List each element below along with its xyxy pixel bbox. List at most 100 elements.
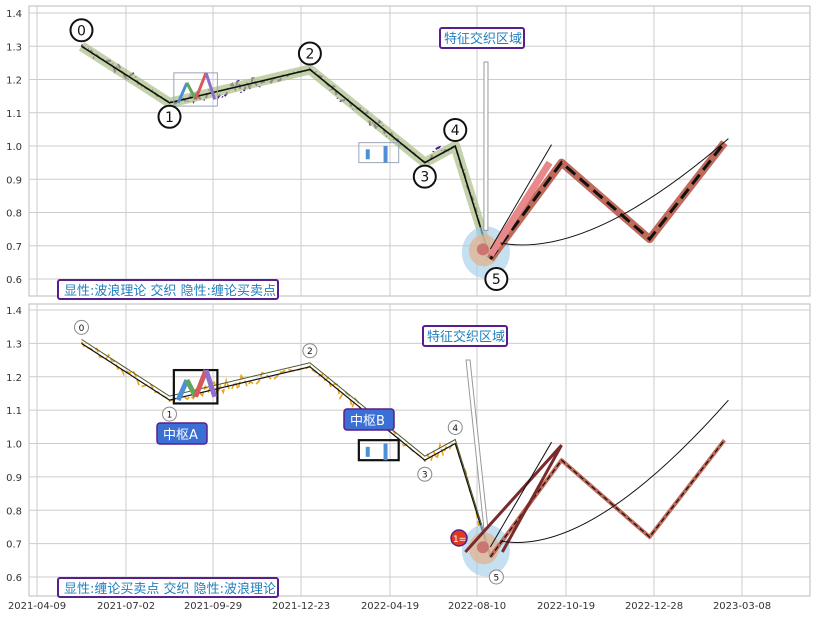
buy-point-marker <box>450 529 468 547</box>
x-tick-label: 2021-04-09 <box>8 601 66 612</box>
top-corner-label-box <box>57 279 279 300</box>
bottom-labels: 显性:缠论买卖点 交织 隐性:波浪理论 特征交织区域 中枢A 中枢B 1= <box>57 325 508 598</box>
x-tick-label: 2022-04-19 <box>361 601 419 612</box>
top-wave-marker <box>443 118 468 142</box>
top-ytick-label: 1.3 <box>6 42 22 53</box>
top-ytick-label: 1.4 <box>6 9 22 20</box>
bottom-wave-marker <box>447 420 463 435</box>
bottom-wave-marker <box>74 319 89 335</box>
top-wave-marker <box>69 18 94 43</box>
top-feature-label-box <box>439 27 525 49</box>
bottom-zhongshu-a-segment <box>203 369 218 398</box>
top-wave-marker <box>484 267 509 292</box>
top-ytick-label: 1.0 <box>6 142 22 153</box>
x-tick-label: 2022-12-28 <box>625 601 683 612</box>
top-labels: 显性:波浪理论 交织 隐性:缠论买卖点 特征交织区域 <box>57 27 525 300</box>
top-ytick-label: 0.9 <box>6 175 22 186</box>
bottom-zhongshu-a-box <box>172 368 219 405</box>
top-ytick-label: 1.1 <box>6 109 22 120</box>
zhongshu-a-label: 中枢A <box>163 428 198 443</box>
bottom-wave-marker <box>488 569 504 585</box>
bottom-wave-label: 5 <box>493 573 499 583</box>
top-plot-content: 0 1 2 3 4 5 <box>69 18 729 292</box>
top-feature-zone-core <box>476 243 489 256</box>
bottom-panel: 1.4 1.3 1.2 1.1 1.0 0.9 0.8 0.7 0.6 0 1 2 3 4 5 显性:缠论… <box>6 303 811 598</box>
top-feature-arrow <box>483 61 489 231</box>
bottom-feature-zone-core <box>476 541 489 554</box>
top-zhongshu-a-segment <box>194 72 208 100</box>
bottom-feature-label: 特征交织区域 <box>427 329 505 345</box>
top-ytick-label: 0.6 <box>6 275 22 286</box>
x-tick-label: 2021-07-02 <box>97 601 155 612</box>
top-wave-marker <box>157 104 182 129</box>
top-wave-label: 0 <box>77 23 86 39</box>
top-ytick-label: 0.7 <box>6 242 22 253</box>
top-ytick-label: 1.2 <box>6 76 22 87</box>
top-zhongshu-a-segment <box>185 82 197 101</box>
bottom-ytick-label: 0.8 <box>6 506 22 517</box>
zhongshu-a-badge <box>156 422 208 445</box>
bottom-projection-upper <box>464 444 563 553</box>
bottom-wave-label: 1 <box>167 411 173 421</box>
bottom-ytick-label: 0.9 <box>6 473 22 484</box>
bottom-wave-label: 0 <box>79 324 85 334</box>
bottom-ytick-label: 1.0 <box>6 440 22 451</box>
bottom-feature-label-box <box>422 325 508 347</box>
bottom-zhongshu-a-segment <box>193 369 209 398</box>
x-tick-label: 2022-10-19 <box>537 601 595 612</box>
zhongshu-b-label: 中枢B <box>350 414 385 429</box>
top-ytick-label: 0.8 <box>6 209 22 220</box>
bottom-envelope-line <box>489 441 552 548</box>
bottom-wave-marker <box>162 406 177 422</box>
top-wave-label: 2 <box>305 47 314 63</box>
x-axis-ticks: 2021-04-09 2021-07-02 2021-09-29 2021-12-23… <box>8 601 771 612</box>
top-projection-line <box>489 141 726 260</box>
top-corner-label: 显性:波浪理论 交织 隐性:缠论买卖点 <box>64 283 276 299</box>
top-zhongshu-a-segment <box>176 82 189 104</box>
top-zhongshu-a-box <box>173 72 218 107</box>
bottom-zhongshu-b-box <box>357 439 400 462</box>
top-wave-label: 4 <box>451 123 460 139</box>
bottom-corner-label-box <box>57 577 279 598</box>
bottom-ytick-label: 1.4 <box>6 306 22 317</box>
bottom-ytick-label: 1.1 <box>6 406 22 417</box>
x-tick-label: 2023-03-08 <box>713 601 771 612</box>
buy-point-label: 1= <box>453 535 466 545</box>
top-wave-label: 5 <box>492 272 501 288</box>
bottom-wave-label: 3 <box>422 471 428 481</box>
top-envelope-curve <box>500 138 729 246</box>
bottom-zhongshu-a-segment <box>175 379 190 402</box>
top-panel: 1.4 1.3 1.2 1.1 1.0 0.9 0.8 0.7 0.6 0 1 2 3 4 5 显性:波浪… <box>6 5 811 300</box>
top-envelope-line <box>489 144 552 250</box>
top-panel-frame <box>28 5 811 297</box>
bottom-wave-marker <box>302 343 318 359</box>
bottom-ytick-label: 0.6 <box>6 573 22 584</box>
top-zhongshu-b-box <box>358 142 400 164</box>
bottom-ytick-label: 1.3 <box>6 339 22 350</box>
top-zhongshu-a-segment <box>204 72 217 100</box>
top-wave-label: 3 <box>420 170 429 186</box>
top-wave-line <box>81 45 492 260</box>
top-wave-marker <box>412 164 437 189</box>
bottom-wave-label: 2 <box>307 347 313 357</box>
top-wave-label: 1 <box>165 110 174 126</box>
bottom-wave-marker <box>417 466 433 482</box>
bottom-envelope-curve <box>500 399 729 543</box>
bottom-ytick-label: 1.2 <box>6 373 22 384</box>
bottom-corner-label: 显性:缠论买卖点 交织 隐性:波浪理论 <box>64 581 276 597</box>
x-tick-label: 2021-12-23 <box>272 601 330 612</box>
bottom-plot-content: 0 1 2 3 4 5 <box>74 319 729 585</box>
x-tick-label: 2022-08-10 <box>448 601 506 612</box>
top-wave-marker <box>297 41 322 66</box>
bottom-y-ticks: 1.4 1.3 1.2 1.1 1.0 0.9 0.8 0.7 0.6 <box>6 306 22 584</box>
bottom-panel-frame <box>28 303 811 597</box>
bottom-wave-label: 4 <box>452 424 458 434</box>
bottom-ytick-label: 0.7 <box>6 540 22 551</box>
top-y-ticks: 1.4 1.3 1.2 1.1 1.0 0.9 0.8 0.7 0.6 <box>6 9 22 286</box>
top-projection-highlight <box>487 160 553 257</box>
x-tick-label: 2021-09-29 <box>184 601 242 612</box>
zhongshu-b-badge <box>343 408 395 431</box>
top-feature-label: 特征交织区域 <box>444 31 522 47</box>
